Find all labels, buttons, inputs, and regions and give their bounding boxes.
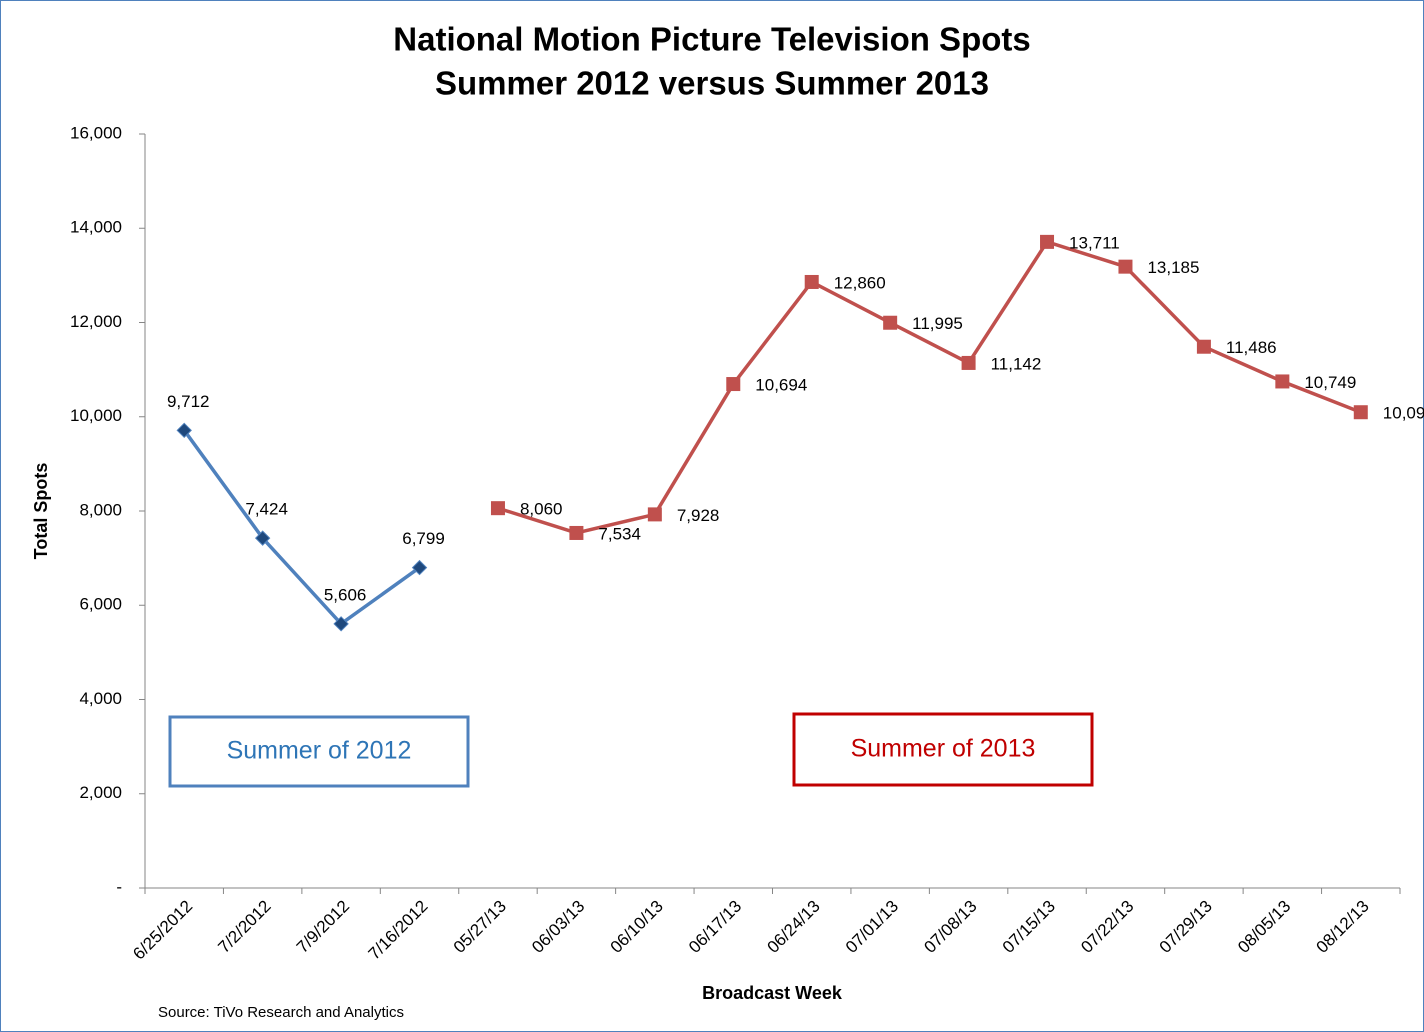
chart-subtitle: Summer 2012 versus Summer 2013 <box>435 65 989 102</box>
marker <box>883 315 898 330</box>
legend-label: Summer of 2013 <box>851 735 1036 763</box>
data-label: 10,096 <box>1383 404 1424 423</box>
data-label: 7,534 <box>598 524 641 543</box>
data-label: 7,424 <box>245 500 288 519</box>
data-label: 13,711 <box>1069 233 1120 252</box>
data-label: 11,486 <box>1226 338 1277 357</box>
marker <box>726 377 741 392</box>
source-note: Source: TiVo Research and Analytics <box>158 1004 404 1021</box>
y-tick-label: - <box>116 877 122 896</box>
marker <box>254 530 271 546</box>
marker <box>1118 259 1133 274</box>
y-tick-label: 4,000 <box>79 689 122 708</box>
data-label: 10,694 <box>755 376 807 395</box>
marker <box>176 422 192 439</box>
data-label: 5,606 <box>324 585 367 604</box>
chart-title: National Motion Picture Television Spots <box>393 21 1030 58</box>
data-label: 9,712 <box>167 392 210 411</box>
y-tick-label: 8,000 <box>79 500 122 519</box>
data-label: 12,860 <box>834 273 886 292</box>
marker <box>1196 339 1211 354</box>
marker <box>1275 374 1290 389</box>
y-axis-title: Total Spots <box>31 463 51 560</box>
marker <box>961 355 976 370</box>
y-tick-label: 12,000 <box>70 312 122 331</box>
data-label: 13,185 <box>1147 258 1199 277</box>
y-tick-label: 14,000 <box>70 218 122 237</box>
y-tick-label: 16,000 <box>70 123 122 142</box>
marker <box>647 507 662 522</box>
note-box <box>168 715 470 788</box>
x-axis-title: Broadcast Week <box>702 983 843 1003</box>
y-tick-label: 2,000 <box>79 783 122 802</box>
marker <box>490 501 505 516</box>
y-tick-label: 10,000 <box>70 406 122 425</box>
data-label: 11,142 <box>991 354 1042 373</box>
note-box <box>792 712 1094 787</box>
marker <box>1040 234 1055 249</box>
series-line <box>182 429 421 627</box>
series-line <box>497 239 1362 535</box>
marker <box>333 616 349 632</box>
marker <box>804 274 819 289</box>
y-tick-label: 6,000 <box>79 595 122 614</box>
marker <box>411 559 428 576</box>
data-label: 11,995 <box>912 314 963 333</box>
marker <box>1353 405 1368 420</box>
data-label: 8,060 <box>520 500 563 519</box>
legend-label: Summer of 2012 <box>227 737 412 765</box>
data-label: 7,928 <box>677 506 720 525</box>
data-label: 10,749 <box>1304 373 1356 392</box>
marker <box>569 525 584 540</box>
data-label: 6,799 <box>402 529 445 548</box>
